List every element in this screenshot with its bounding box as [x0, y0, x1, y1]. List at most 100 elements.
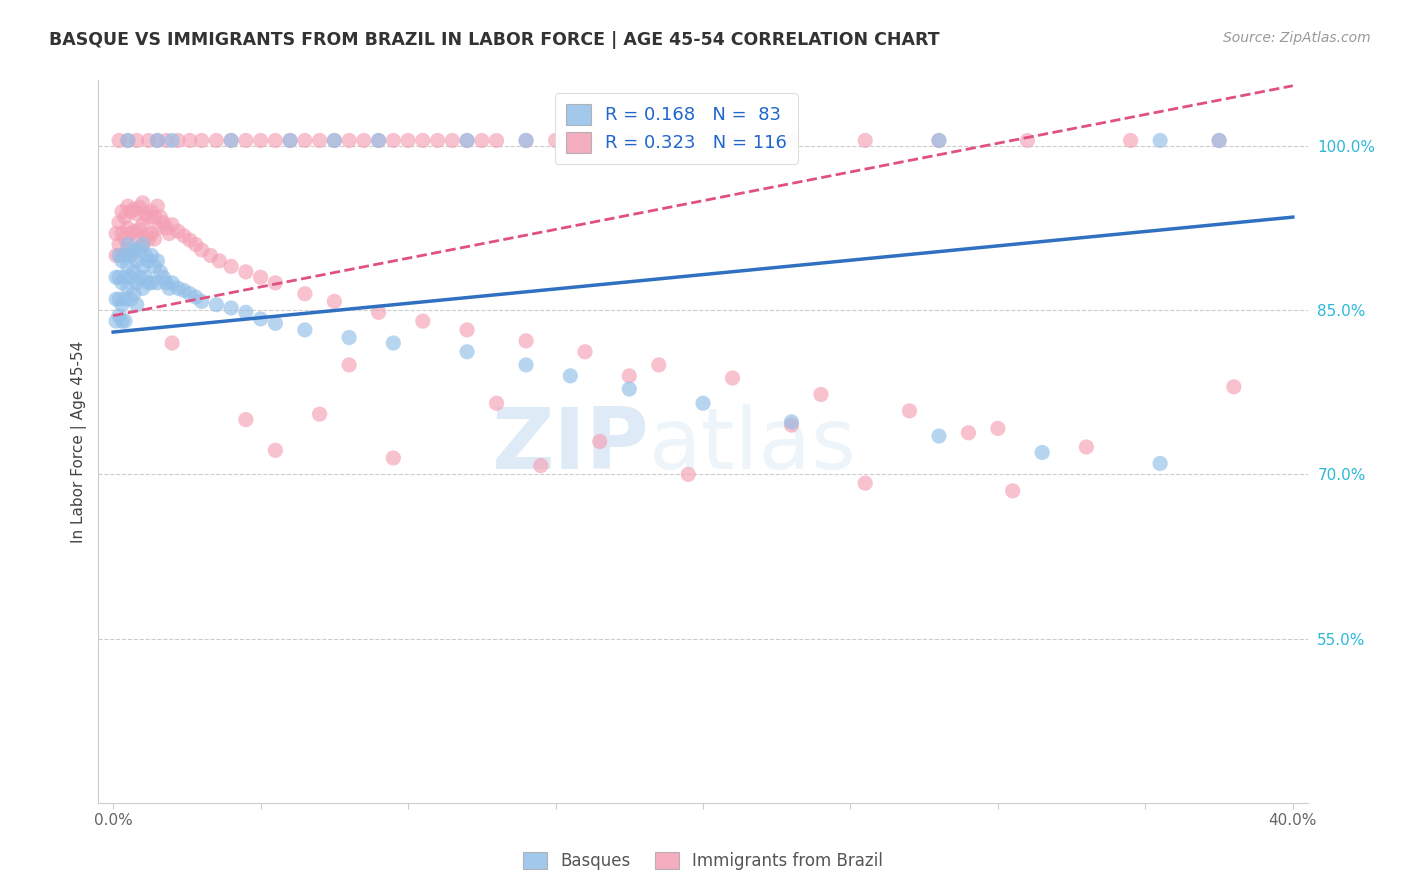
Point: [456, 133, 478, 147]
Point: [574, 133, 596, 147]
Point: [337, 330, 360, 344]
Point: [619, 133, 641, 147]
Point: [117, 237, 139, 252]
Point: [131, 240, 153, 254]
Point: [143, 232, 166, 246]
Text: ZIP: ZIP: [491, 404, 648, 487]
Point: [471, 133, 494, 147]
Point: [114, 232, 136, 246]
Point: [108, 292, 131, 306]
Point: [155, 133, 177, 147]
Point: [105, 292, 128, 306]
Point: [485, 396, 508, 410]
Point: [111, 276, 134, 290]
Point: [141, 227, 163, 241]
Point: [138, 210, 160, 224]
Point: [111, 298, 134, 312]
Point: [294, 286, 316, 301]
Point: [219, 133, 242, 147]
Point: [114, 248, 136, 262]
Point: [160, 276, 183, 290]
Point: [111, 204, 134, 219]
Point: [157, 281, 180, 295]
Point: [323, 133, 346, 147]
Point: [117, 133, 139, 147]
Point: [135, 248, 157, 262]
Point: [143, 260, 166, 274]
Y-axis label: In Labor Force | Age 45-54: In Labor Force | Age 45-54: [72, 341, 87, 542]
Point: [323, 133, 346, 147]
Point: [152, 216, 174, 230]
Point: [135, 228, 157, 243]
Point: [219, 133, 242, 147]
Point: [138, 232, 160, 246]
Point: [108, 133, 131, 147]
Point: [141, 248, 163, 262]
Point: [619, 368, 641, 383]
Point: [249, 133, 271, 147]
Point: [648, 358, 671, 372]
Point: [120, 270, 142, 285]
Point: [1001, 483, 1024, 498]
Point: [544, 133, 567, 147]
Point: [120, 292, 142, 306]
Point: [131, 195, 153, 210]
Point: [441, 133, 464, 147]
Point: [173, 228, 195, 243]
Point: [141, 204, 163, 219]
Point: [167, 281, 190, 295]
Point: [179, 286, 201, 301]
Point: [780, 415, 803, 429]
Point: [396, 133, 419, 147]
Point: [155, 276, 177, 290]
Point: [146, 221, 169, 235]
Point: [125, 276, 148, 290]
Point: [120, 227, 142, 241]
Point: [149, 265, 172, 279]
Point: [111, 248, 134, 262]
Point: [120, 248, 142, 262]
Point: [120, 248, 142, 262]
Point: [456, 344, 478, 359]
Point: [138, 253, 160, 268]
Point: [367, 305, 389, 319]
Point: [105, 248, 128, 262]
Point: [235, 305, 257, 319]
Point: [128, 222, 150, 236]
Point: [146, 276, 169, 290]
Point: [235, 265, 257, 279]
Point: [278, 133, 301, 147]
Point: [122, 224, 145, 238]
Point: [141, 276, 163, 290]
Point: [146, 253, 169, 268]
Point: [662, 133, 685, 147]
Point: [152, 270, 174, 285]
Point: [853, 133, 876, 147]
Point: [120, 204, 142, 219]
Point: [111, 314, 134, 328]
Point: [264, 443, 287, 458]
Point: [560, 368, 582, 383]
Point: [138, 133, 160, 147]
Point: [456, 323, 478, 337]
Point: [249, 312, 271, 326]
Point: [853, 476, 876, 491]
Point: [146, 199, 169, 213]
Point: [294, 323, 316, 337]
Point: [721, 371, 744, 385]
Point: [173, 284, 195, 298]
Point: [515, 334, 537, 348]
Point: [122, 265, 145, 279]
Point: [264, 316, 287, 330]
Point: [117, 133, 139, 147]
Text: BASQUE VS IMMIGRANTS FROM BRAZIL IN LABOR FORCE | AGE 45-54 CORRELATION CHART: BASQUE VS IMMIGRANTS FROM BRAZIL IN LABO…: [49, 31, 939, 49]
Point: [589, 434, 612, 449]
Point: [235, 412, 257, 426]
Point: [382, 133, 405, 147]
Point: [117, 281, 139, 295]
Point: [167, 133, 190, 147]
Point: [367, 133, 389, 147]
Point: [412, 133, 434, 147]
Point: [208, 253, 231, 268]
Point: [122, 202, 145, 217]
